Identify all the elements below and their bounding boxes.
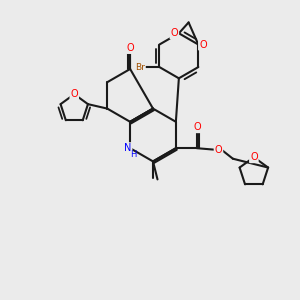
Text: O: O (250, 152, 258, 162)
Text: O: O (171, 28, 178, 38)
Text: O: O (70, 89, 78, 99)
Text: O: O (193, 122, 201, 132)
Text: O: O (215, 145, 222, 155)
Text: H: H (130, 150, 137, 159)
Text: N: N (124, 143, 131, 153)
Text: O: O (126, 43, 134, 53)
Text: Br: Br (135, 62, 145, 71)
Text: O: O (199, 40, 207, 50)
